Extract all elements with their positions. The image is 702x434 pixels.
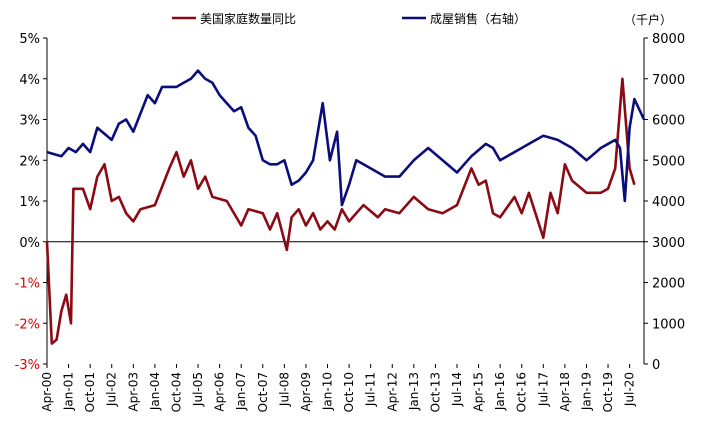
x-tick-label: Oct-07 xyxy=(256,372,270,412)
legend-label-household-yoy: 美国家庭数量同比 xyxy=(200,11,296,26)
x-tick-label: Jul-20 xyxy=(623,372,637,407)
x-tick-label: Oct-19 xyxy=(601,372,615,412)
x-tick-label: Apr-00 xyxy=(40,372,54,412)
x-tick-label: Jul-17 xyxy=(536,372,550,407)
x-tick-label: Apr-06 xyxy=(213,372,227,412)
x-tick-label: Jan-07 xyxy=(234,372,248,411)
x-tick-label: Jan-16 xyxy=(493,372,507,411)
y-left-tick-label: 2% xyxy=(19,154,40,169)
y-left-tick-label: 5% xyxy=(19,32,40,47)
x-tick-label: Oct-16 xyxy=(515,372,529,412)
x-tick-label: Jul-05 xyxy=(191,372,205,407)
y-right-tick-label: 6000 xyxy=(652,114,685,129)
x-tick-label: Apr-03 xyxy=(126,372,140,412)
y-right-tick-label: 4000 xyxy=(652,195,685,210)
y-right-tick-label: 3000 xyxy=(652,236,685,251)
x-ticks: Apr-00 Jan-01 Oct-01 Jul-02 Apr-03 Jan-04 Oct-… xyxy=(40,364,637,412)
x-tick-label: Oct-10 xyxy=(342,372,356,412)
y-right-tick-label: 0 xyxy=(652,358,660,373)
x-tick-label: Apr-12 xyxy=(385,372,399,412)
y-left-tick-label: 1% xyxy=(19,195,40,210)
y-right-tick-label: 7000 xyxy=(652,73,685,88)
y-left-tick-label: -2% xyxy=(15,317,40,332)
y-right-ticks: 8000 7000 6000 5000 4000 3000 2000 1000 0 （千户） xyxy=(624,12,685,373)
x-tick-label: Oct-13 xyxy=(428,372,442,412)
legend-label-home-sales: 成屋销售（右轴） xyxy=(430,11,526,26)
y-left-ticks: 5% 4% 3% 2% 1% 0% -1% -2% -3% xyxy=(15,32,47,373)
y-left-tick-label: 4% xyxy=(19,73,40,88)
y-left-tick-label: -3% xyxy=(15,358,40,373)
x-tick-label: Apr-18 xyxy=(558,372,572,412)
legend: 美国家庭数量同比 成屋销售（右轴） xyxy=(172,11,526,26)
x-tick-label: Jul-11 xyxy=(364,372,378,407)
x-tick-label: Jul-14 xyxy=(450,372,464,407)
y-left-tick-label: 3% xyxy=(19,114,40,129)
x-tick-label: Jul-08 xyxy=(277,372,291,407)
household-yoy-line xyxy=(45,77,636,345)
y-left-tick-label: 0% xyxy=(19,236,40,251)
y-right-tick-label: 1000 xyxy=(652,317,685,332)
existing-home-sales-line xyxy=(46,69,646,207)
y-right-tick-label: 8000 xyxy=(652,32,685,47)
x-tick-label: Apr-09 xyxy=(299,372,313,412)
x-tick-label: Jul-02 xyxy=(105,372,119,407)
series-lines xyxy=(45,69,646,345)
x-tick-label: Oct-04 xyxy=(169,372,183,412)
x-tick-label: Jan-01 xyxy=(62,372,76,411)
y-right-tick-label: 5000 xyxy=(652,154,685,169)
y-right-tick-label: 2000 xyxy=(652,277,685,292)
y-right-unit-label: （千户） xyxy=(624,12,672,27)
x-tick-label: Jan-10 xyxy=(321,372,335,411)
x-tick-label: Apr-15 xyxy=(472,372,486,412)
x-tick-label: Jan-04 xyxy=(148,372,162,411)
x-tick-label: Jan-19 xyxy=(579,372,593,411)
y-left-tick-label: -1% xyxy=(15,277,40,292)
x-tick-label: Oct-01 xyxy=(83,372,97,412)
x-tick-label: Jan-13 xyxy=(407,372,421,411)
